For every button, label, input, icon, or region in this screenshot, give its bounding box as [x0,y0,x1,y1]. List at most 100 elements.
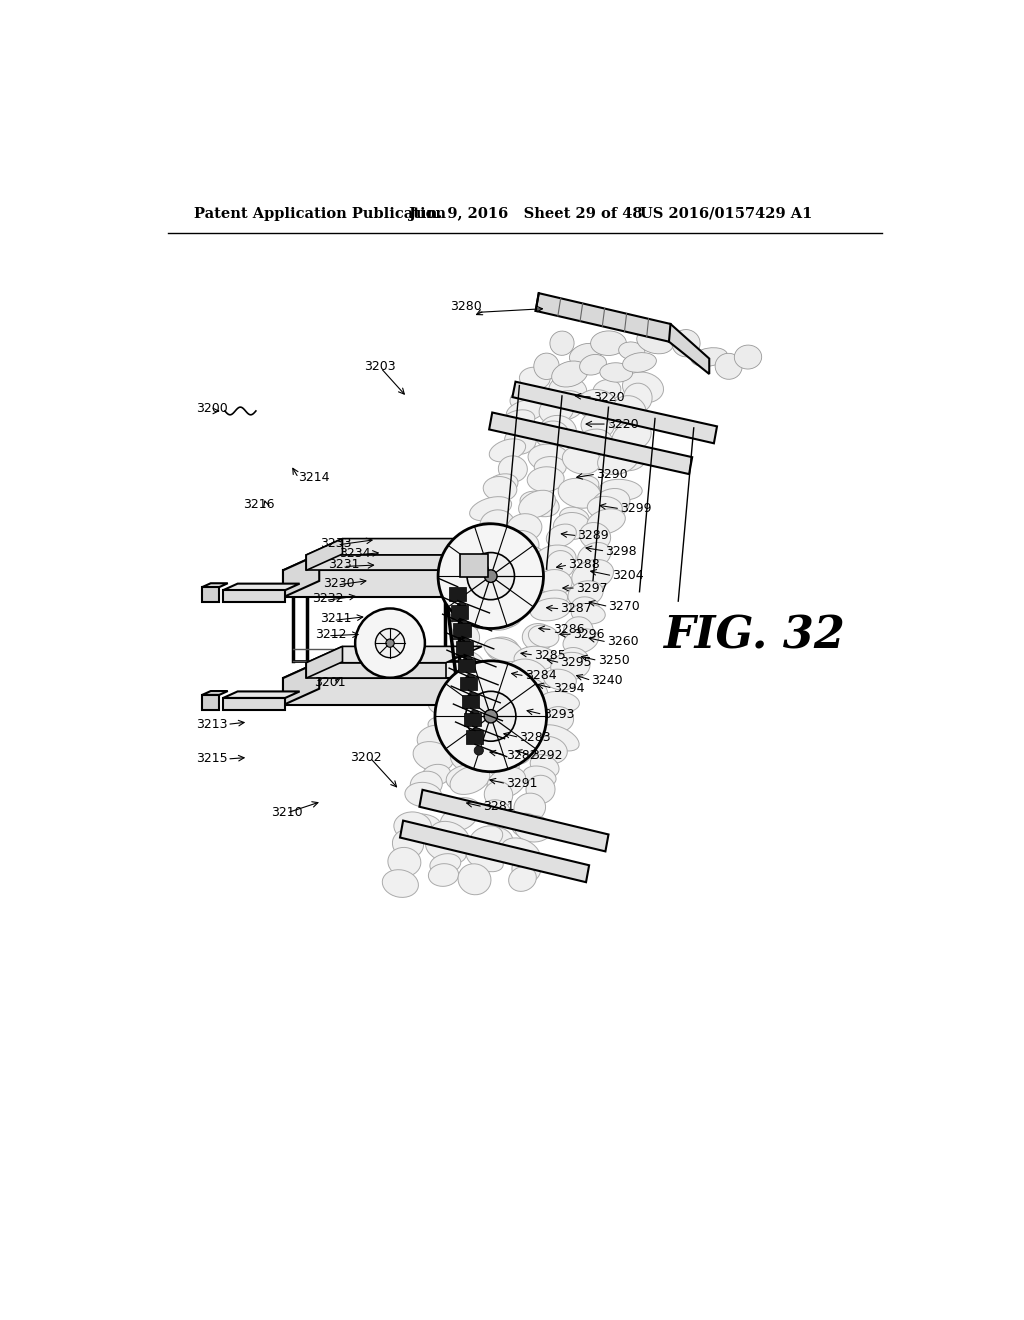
Ellipse shape [509,544,548,569]
Ellipse shape [461,701,503,725]
Polygon shape [489,412,692,474]
Ellipse shape [540,416,577,446]
Polygon shape [223,698,285,710]
Polygon shape [283,661,319,705]
Polygon shape [306,539,482,554]
Ellipse shape [485,474,518,496]
Ellipse shape [610,444,646,471]
Ellipse shape [528,626,559,647]
Ellipse shape [526,775,555,804]
Text: 3291: 3291 [506,777,538,791]
Ellipse shape [520,491,559,516]
Ellipse shape [527,590,567,615]
Polygon shape [202,694,219,710]
Circle shape [466,692,516,742]
Ellipse shape [541,692,580,713]
Ellipse shape [600,479,642,500]
Ellipse shape [394,812,431,841]
Ellipse shape [447,652,476,676]
Polygon shape [400,821,589,882]
Ellipse shape [428,696,466,717]
Ellipse shape [571,560,613,590]
Ellipse shape [514,793,546,822]
Ellipse shape [543,706,573,733]
Ellipse shape [734,345,762,370]
Ellipse shape [487,767,525,797]
Ellipse shape [484,638,522,661]
Text: 3299: 3299 [621,502,651,515]
Ellipse shape [600,363,633,383]
Ellipse shape [567,477,599,498]
Ellipse shape [588,496,623,519]
Ellipse shape [563,628,598,653]
Ellipse shape [511,813,541,838]
Circle shape [376,628,404,657]
Ellipse shape [591,331,627,355]
Text: 3250: 3250 [598,653,630,667]
Ellipse shape [497,729,526,752]
Ellipse shape [523,766,556,787]
Text: 3212: 3212 [315,628,347,640]
Ellipse shape [637,330,673,354]
Ellipse shape [505,682,540,711]
Ellipse shape [573,392,615,412]
Ellipse shape [382,870,419,898]
Ellipse shape [553,512,590,540]
Ellipse shape [587,508,626,535]
Text: 3283: 3283 [519,731,551,744]
Ellipse shape [539,725,580,751]
Text: 3284: 3284 [524,669,556,682]
Ellipse shape [519,367,550,389]
Text: 3234: 3234 [339,546,371,560]
Text: 3201: 3201 [314,676,346,689]
Ellipse shape [538,569,572,595]
Ellipse shape [434,682,471,713]
Ellipse shape [598,445,639,475]
Ellipse shape [512,855,541,883]
Ellipse shape [547,391,585,420]
Text: 3200: 3200 [197,403,228,416]
Ellipse shape [426,836,466,863]
Circle shape [438,524,544,628]
Ellipse shape [417,725,453,751]
Text: 3289: 3289 [578,529,609,543]
Text: 3211: 3211 [321,612,351,626]
Text: 3281: 3281 [483,800,515,813]
Ellipse shape [451,741,485,771]
Bar [462,694,479,709]
Ellipse shape [480,510,514,539]
Ellipse shape [506,400,546,422]
Ellipse shape [476,668,512,690]
Polygon shape [306,554,445,570]
Ellipse shape [477,826,513,853]
Ellipse shape [507,659,548,690]
Ellipse shape [471,523,502,550]
Circle shape [468,692,477,701]
Text: Patent Application Publication: Patent Application Publication [194,207,445,220]
Text: 3231: 3231 [328,558,359,572]
Polygon shape [283,661,498,678]
Ellipse shape [528,444,569,471]
Circle shape [466,675,475,684]
Ellipse shape [578,543,611,569]
Polygon shape [223,590,285,602]
Text: 3290: 3290 [596,467,628,480]
Ellipse shape [549,376,587,404]
Ellipse shape [496,737,530,764]
Ellipse shape [464,562,503,587]
Text: 3230: 3230 [324,577,355,590]
Ellipse shape [500,409,535,434]
Ellipse shape [515,816,552,842]
Ellipse shape [590,488,630,521]
Text: 3203: 3203 [365,360,396,372]
Polygon shape [223,692,300,698]
Ellipse shape [578,389,616,420]
Text: 3280: 3280 [450,300,481,313]
Ellipse shape [483,477,517,502]
Polygon shape [283,554,319,597]
Polygon shape [283,554,498,570]
Ellipse shape [563,616,593,645]
Ellipse shape [514,647,556,671]
Ellipse shape [572,429,612,461]
Ellipse shape [440,807,477,832]
